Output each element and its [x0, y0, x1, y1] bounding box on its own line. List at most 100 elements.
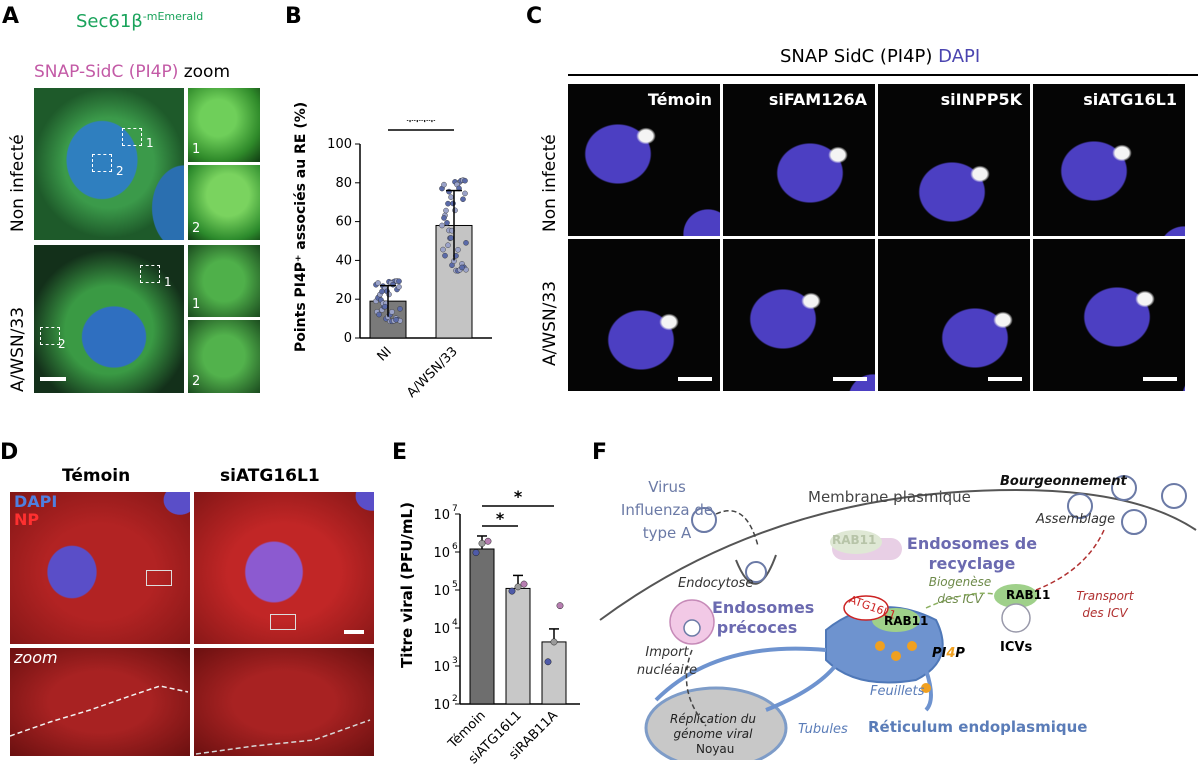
panel-f-schema — [599, 475, 1197, 760]
pi4p-dot — [875, 641, 885, 651]
label-bourgeon: Bourgeonnement — [1000, 474, 1127, 489]
zoom-b-1-number: 1 — [192, 297, 201, 312]
label-icvs: ICVs — [1000, 640, 1033, 655]
panel-c-image-r1-c2: siFAM126A — [723, 84, 875, 236]
panel-c-image-r2-c1 — [568, 239, 720, 391]
panel-b-dot — [455, 246, 461, 253]
panel-c-scale-bar — [678, 377, 712, 381]
panel-a-row2-label: A/WSN/33 — [8, 306, 28, 392]
label-biogenese: Biogenèse des ICV — [928, 575, 992, 606]
panel-e-ytick-exp: 6 — [452, 542, 458, 552]
er-tubules — [654, 646, 933, 712]
box-label-a2: 2 — [116, 164, 124, 178]
panel-b-dot — [440, 246, 446, 253]
panel-c-image-r1-c3: siINPP5K — [878, 84, 1030, 236]
panel-f-label: F — [592, 440, 608, 465]
zoom-box-d1 — [146, 570, 172, 586]
panel-b-dot — [444, 220, 450, 226]
label-endosomes-recyclage: Endosomes de recyclage — [906, 534, 1038, 573]
panel-a-image-infecte: 1 2 — [34, 245, 184, 393]
label-endosomes-precoces: Endosomes précoces — [712, 598, 815, 637]
label-import: Import nucléaire — [636, 645, 698, 678]
panel-b-dot — [460, 196, 466, 203]
label-rab11-icv: RAB11 — [1006, 588, 1051, 602]
zoom-a-1: 1 — [188, 88, 260, 162]
panel-b-ytick-label: 60 — [335, 215, 352, 230]
panel-b-dot — [463, 240, 469, 246]
panel-b-dot — [396, 284, 402, 290]
panel-a-title-line2: SNAP-SidC (PI4P) zoom — [34, 62, 230, 82]
zoom-box-a1 — [122, 128, 142, 146]
panel-a-title-sec61: Sec61β-mEmerald — [76, 10, 203, 32]
panel-d-zoom-label: zoom — [14, 648, 58, 667]
panel-e-ytick-exp: 5 — [452, 580, 458, 590]
panel-e-ytick-exp: 2 — [452, 694, 458, 704]
panel-a-label: A — [2, 4, 20, 29]
panel-e-ytick-label: 10 — [433, 622, 450, 637]
panel-b-dot — [396, 278, 402, 285]
label-membrane: Membrane plasmique — [808, 488, 971, 506]
panel-c-col-label: Témoin — [647, 90, 712, 109]
panel-d-col-temoin: Témoin — [62, 466, 131, 486]
rab11-faded — [830, 530, 882, 554]
panel-b-dot — [462, 190, 468, 197]
panel-b-dot — [443, 207, 449, 214]
scale-bar-a — [40, 377, 66, 381]
panel-e-ytick-exp: 4 — [452, 618, 458, 628]
panel-b-sig-stars: **** — [406, 120, 436, 130]
panel-b-dot — [448, 194, 454, 200]
panel-b-dot — [376, 311, 382, 318]
panel-d-image-temoin: DAPI NP — [10, 492, 190, 644]
virus-bud-4 — [1121, 509, 1147, 535]
zoom-a-2-number: 2 — [192, 221, 201, 236]
legend-dapi: DAPI — [14, 492, 58, 511]
panel-e-ytick-label: 10 — [433, 660, 450, 675]
panel-e-dot — [520, 580, 528, 588]
panel-b-dot — [382, 303, 388, 310]
virus-outside — [691, 507, 717, 533]
panel-a-image-noninfecte: 1 2 — [34, 88, 184, 240]
panel-b-ytick-label: 100 — [327, 137, 352, 152]
panel-b-dot — [442, 252, 448, 259]
panel-b-dot — [379, 288, 385, 295]
panel-b-dot — [389, 309, 395, 315]
label-feuillets: Feuillets — [870, 684, 925, 699]
zoom-box-d2 — [270, 614, 296, 630]
panel-e-dot — [544, 658, 552, 666]
zoom-b-2: 2 — [188, 320, 260, 393]
zoom-a-1-number: 1 — [192, 142, 201, 157]
panel-b-dot — [375, 280, 381, 286]
panel-c-label: C — [526, 4, 543, 29]
pi4p-p: P — [955, 646, 965, 661]
label-transport: Transport des ICV — [1076, 589, 1134, 620]
panel-c-image-r2-c4 — [1033, 239, 1185, 391]
panel-e-bar — [541, 641, 567, 705]
panel-e-dot — [478, 539, 486, 547]
sec61-text: Sec61β — [76, 11, 143, 32]
panel-c-header-dapi: DAPI — [938, 46, 981, 67]
box-label-b2: 2 — [58, 337, 66, 351]
label-endocytose: Endocytose — [678, 576, 754, 591]
panel-e-bar — [505, 587, 531, 705]
panel-b-dot — [390, 281, 396, 288]
panel-b-ytick-label: 0 — [344, 331, 352, 346]
panel-e-dot — [472, 549, 480, 557]
panel-e-ytick-label: 10 — [433, 546, 450, 561]
zoom-a-2: 2 — [188, 165, 260, 240]
panel-c-row2-label: A/WSN/33 — [540, 280, 560, 366]
sec61-sup: -mEmerald — [142, 10, 204, 23]
panel-b-dot — [441, 215, 447, 221]
endocytosis-pit — [735, 554, 777, 585]
panel-b-ytick-label: 20 — [335, 292, 352, 307]
box-label-b1: 1 — [164, 275, 172, 289]
panel-b-xtick-label: A/WSN/33 — [404, 344, 461, 401]
panel-b-dot — [397, 306, 403, 312]
panel-b-xtick-label: NI — [375, 344, 395, 364]
panel-b-dot — [450, 200, 456, 207]
label-assemblage: Assemblage — [1036, 512, 1116, 527]
panel-d-image-siatg16l1 — [194, 492, 374, 644]
panel-b-ytick-label: 40 — [335, 253, 352, 268]
panel-b-dot — [393, 317, 399, 323]
panel-b-ylabel: Points PI4P⁺ associés au RE (%) — [293, 101, 309, 352]
panel-c-col-label: siINPP5K — [940, 90, 1022, 109]
